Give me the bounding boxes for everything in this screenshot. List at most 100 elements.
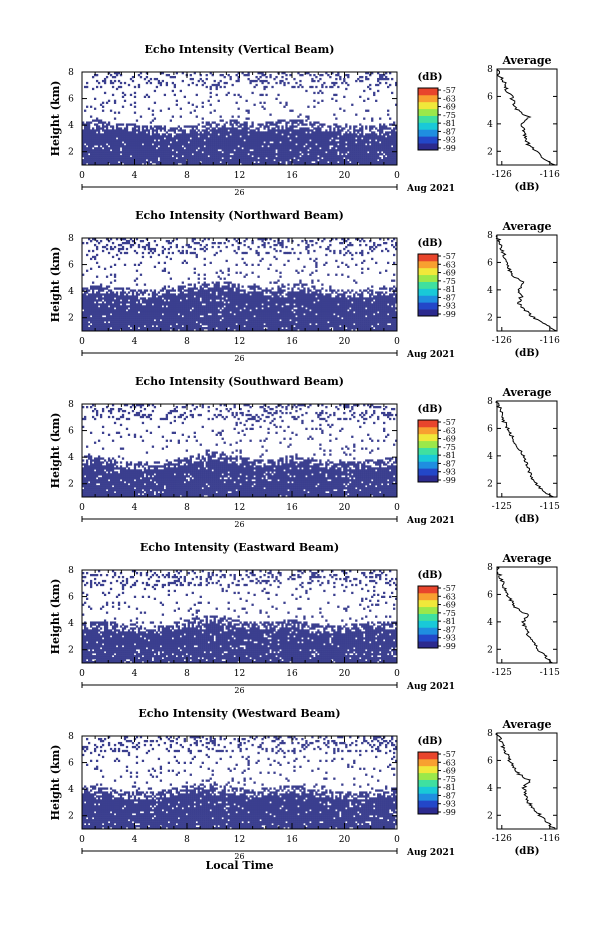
heatmap-cell xyxy=(205,141,208,144)
heatmap-cell xyxy=(189,139,192,142)
heatmap-cell xyxy=(177,311,180,314)
heatmap-cell xyxy=(295,161,298,164)
heatmap-cell xyxy=(163,269,167,272)
heatmap-cell xyxy=(329,127,332,130)
heatmap-cell xyxy=(157,143,161,146)
heatmap-cell xyxy=(217,137,220,140)
heatmap-cell xyxy=(115,253,119,257)
heatmap-cell xyxy=(129,135,133,138)
heatmap-cell xyxy=(163,159,167,162)
heatmap-cell xyxy=(91,153,95,156)
heatmap-cell xyxy=(199,77,202,81)
heatmap-cell xyxy=(325,133,328,136)
heatmap-cell xyxy=(117,311,121,314)
heatmap-cell xyxy=(285,149,288,152)
heatmap-cell xyxy=(139,321,143,324)
heatmap-cell xyxy=(191,323,194,326)
heatmap-cell xyxy=(305,115,308,118)
heatmap-cell xyxy=(117,72,121,75)
heatmap-cell xyxy=(311,151,314,154)
heatmap-cell xyxy=(319,141,322,144)
heatmap-cell xyxy=(225,139,228,142)
heatmap-cell xyxy=(239,137,242,140)
heatmap-cell xyxy=(169,319,173,322)
heatmap-cell xyxy=(153,239,157,243)
heatmap-cell xyxy=(155,141,159,144)
heatmap-cell xyxy=(315,155,318,158)
heatmap-cell xyxy=(363,145,366,148)
heatmap-cell xyxy=(259,155,262,158)
heatmap-cell xyxy=(115,123,119,126)
colorbar-units: (dB) xyxy=(418,72,443,83)
heatmap-cell xyxy=(279,79,282,83)
heatmap-cell xyxy=(85,241,89,245)
heatmap-cell xyxy=(265,147,268,150)
heatmap-cell xyxy=(101,145,105,148)
heatmap-cell xyxy=(393,157,396,160)
heatmap-cell xyxy=(363,159,366,162)
heatmap-cell xyxy=(201,137,204,140)
heatmap-cell xyxy=(251,139,254,142)
heatmap-cell xyxy=(363,163,366,166)
heatmap-cell xyxy=(93,133,97,136)
heatmap-cell xyxy=(103,313,107,316)
heatmap-cell xyxy=(175,305,178,308)
heatmap-cell xyxy=(199,243,202,247)
heatmap-cell xyxy=(285,147,288,150)
heatmap-cell xyxy=(211,163,214,166)
heatmap-cell xyxy=(357,157,360,160)
heatmap-cell xyxy=(173,297,176,300)
heatmap-cell xyxy=(143,247,147,251)
heatmap-cell xyxy=(199,327,202,330)
heatmap-cell xyxy=(127,155,131,158)
heatmap-cell xyxy=(177,303,180,306)
heatmap-cell xyxy=(223,151,226,154)
heatmap-cell xyxy=(127,123,131,126)
heatmap-cell xyxy=(215,137,218,140)
heatmap-cell xyxy=(185,313,188,316)
heatmap-cell xyxy=(323,143,326,146)
heatmap-cell xyxy=(167,291,171,294)
heatmap-cell xyxy=(157,307,161,310)
heatmap-cell xyxy=(305,119,308,122)
heatmap-cell xyxy=(231,83,234,87)
heatmap-cell xyxy=(275,121,278,124)
heatmap-cell xyxy=(361,125,364,128)
heatmap-cell xyxy=(155,159,159,162)
heatmap-cell xyxy=(317,145,320,148)
heatmap-cell xyxy=(143,161,147,164)
heatmap-cell xyxy=(311,149,314,152)
heatmap-cell xyxy=(211,311,214,314)
heatmap-cell xyxy=(373,157,376,160)
heatmap-cell xyxy=(325,147,328,150)
heatmap-cell xyxy=(203,238,206,241)
heatmap-cell xyxy=(173,289,176,292)
heatmap-cell xyxy=(357,139,360,142)
heatmap-cell xyxy=(333,157,336,160)
heatmap-cell xyxy=(191,139,194,142)
heatmap-cell xyxy=(129,157,133,160)
heatmap-cell xyxy=(199,307,202,310)
heatmap-cell xyxy=(349,153,352,156)
heatmap-cell xyxy=(181,303,184,306)
heatmap-cell xyxy=(381,143,384,146)
heatmap-cell xyxy=(177,139,180,142)
heatmap-cell xyxy=(197,329,200,332)
heatmap-cell xyxy=(359,147,362,150)
heatmap-cell xyxy=(201,313,204,316)
heatmap-cell xyxy=(161,149,165,152)
heatmap-cell xyxy=(189,307,192,310)
heatmap-cell xyxy=(279,137,282,140)
heatmap-cell xyxy=(153,289,157,292)
heatmap-cell xyxy=(93,287,97,290)
x-tick-label: 16 xyxy=(286,171,298,181)
heatmap-cell xyxy=(215,159,218,162)
heatmap-cell xyxy=(195,131,198,134)
heatmap-cell xyxy=(91,75,95,79)
heatmap-cell xyxy=(195,241,198,245)
heatmap-cell xyxy=(245,141,248,144)
heatmap-cell xyxy=(365,137,368,140)
heatmap-cell xyxy=(93,107,97,110)
heatmap-cell xyxy=(95,161,99,164)
heatmap-cell xyxy=(203,317,206,320)
